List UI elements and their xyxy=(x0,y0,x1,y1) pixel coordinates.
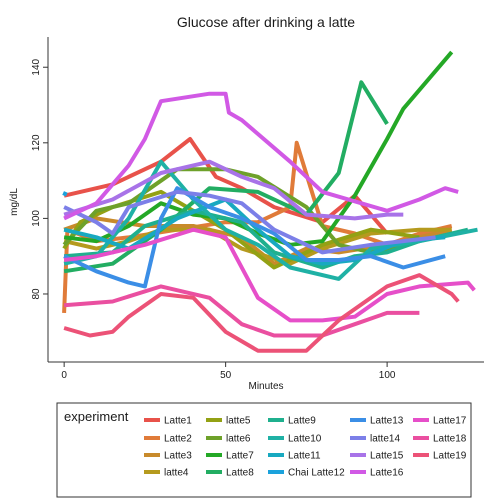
legend-item-12: Chai Latte12 xyxy=(268,468,345,479)
y-tick-label-80: 80 xyxy=(31,288,42,300)
legend-label: latte4 xyxy=(164,468,189,479)
legend-title: experiment xyxy=(64,409,129,424)
legend-item-16: Latte16 xyxy=(350,468,404,479)
legend-item-7: Latte7 xyxy=(206,451,254,462)
x-tick-label-100: 100 xyxy=(379,370,396,381)
legend-box xyxy=(56,402,472,498)
legend-label: Latte11 xyxy=(288,451,321,462)
legend-label: latte5 xyxy=(226,416,251,427)
y-tick-label-120: 120 xyxy=(31,134,42,151)
legend-item-18: Latte18 xyxy=(413,434,467,445)
series-line-16 xyxy=(63,91,459,221)
x-axis-label: Minutes xyxy=(248,381,283,392)
legend-label: Latte13 xyxy=(370,416,404,427)
series-line-19 xyxy=(63,273,460,353)
legend-label: Latte19 xyxy=(433,451,467,462)
series-line-17 xyxy=(63,227,476,323)
legend-label: Latte3 xyxy=(164,451,192,462)
series-line-7 xyxy=(63,50,454,247)
series-line-13 xyxy=(63,186,446,289)
legend-item-9: Latte9 xyxy=(268,416,316,427)
legend-label: Latte1 xyxy=(164,416,192,427)
series-line-14 xyxy=(63,189,436,255)
series-line-12 xyxy=(62,191,68,197)
legend-label: latte14 xyxy=(370,434,400,445)
legend-label: Chai Latte12 xyxy=(288,468,345,479)
y-tick-label-100: 100 xyxy=(31,210,42,227)
series-line-1 xyxy=(63,137,389,235)
legend-items: Latte1 Latte2 Latte3 latte4 latte5 latte6 Latt… xyxy=(144,416,467,479)
series-line-9 xyxy=(63,208,469,270)
legend-label: Latte15 xyxy=(370,451,404,462)
legend-item-13: Latte13 xyxy=(350,416,404,427)
legend-item-17: Latte17 xyxy=(413,416,467,427)
legend-item-19: Latte19 xyxy=(413,451,467,462)
legend-label: Latte18 xyxy=(433,434,467,445)
legend-item-8: Latte8 xyxy=(206,468,254,479)
legend-item-10: Latte10 xyxy=(268,434,322,445)
axes-layer xyxy=(47,37,484,363)
legend-item-3: Latte3 xyxy=(144,451,192,462)
series-line-11 xyxy=(63,197,446,266)
legend-item-6: latte6 xyxy=(206,434,251,445)
series-line-5 xyxy=(62,189,420,270)
legend-label: latte6 xyxy=(226,434,251,445)
x-tick-label-0: 0 xyxy=(61,370,67,381)
legend-label: Latte2 xyxy=(164,434,192,445)
series-line-10 xyxy=(63,159,478,281)
series-line-8 xyxy=(63,80,389,274)
legend-label: Latte8 xyxy=(226,468,254,479)
legend-item-2: Latte2 xyxy=(144,434,192,445)
series-line-18 xyxy=(63,284,420,338)
legend-label: Latte9 xyxy=(288,416,316,427)
y-axis-label: mg/dL xyxy=(9,188,20,216)
legend-label: Latte17 xyxy=(433,416,467,427)
chart-title: Glucose after drinking a latte xyxy=(177,14,355,30)
legend-item-5: latte5 xyxy=(206,416,251,427)
legend-item-15: Latte15 xyxy=(350,451,404,462)
series-layer xyxy=(62,50,478,353)
ticks-layer: 0 50 100 80 100 120 140 xyxy=(31,58,396,381)
legend-item-11: Latte11 xyxy=(268,451,321,462)
legend-item-4: latte4 xyxy=(144,468,189,479)
legend-label: Latte7 xyxy=(226,451,254,462)
legend-item-1: Latte1 xyxy=(144,416,192,427)
y-tick-label-140: 140 xyxy=(31,58,42,75)
series-line-15 xyxy=(63,159,404,221)
legend: experiment Latte1 Latte2 Latte3 latte4 latte… xyxy=(56,402,472,498)
legend-label: Latte16 xyxy=(370,468,404,479)
legend-label: Latte10 xyxy=(288,434,322,445)
x-tick-label-50: 50 xyxy=(220,370,232,381)
legend-item-14: latte14 xyxy=(350,434,400,445)
